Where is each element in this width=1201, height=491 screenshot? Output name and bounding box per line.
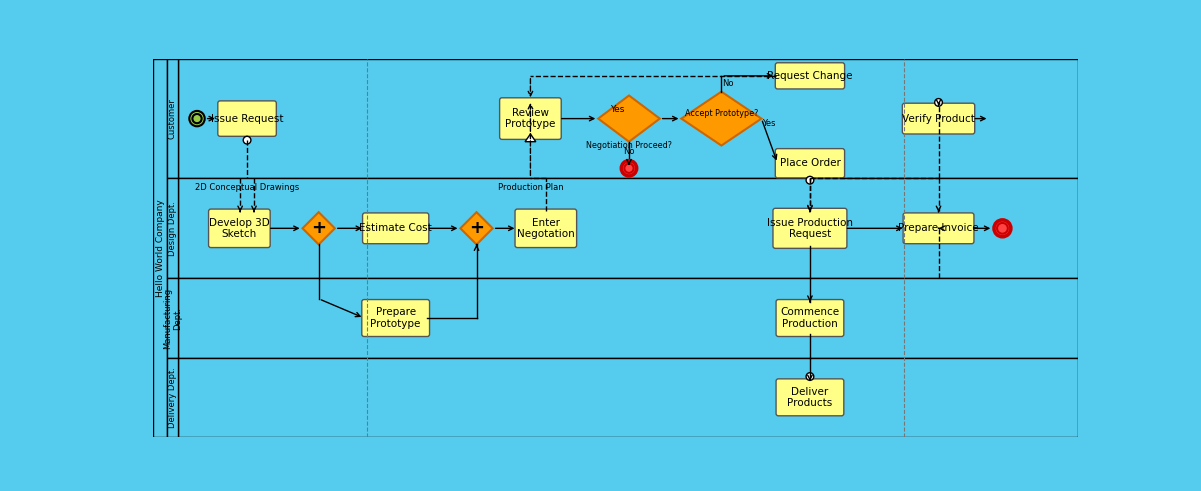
Circle shape bbox=[192, 114, 202, 123]
Text: +: + bbox=[311, 219, 327, 237]
Polygon shape bbox=[303, 212, 335, 245]
FancyBboxPatch shape bbox=[362, 300, 430, 336]
Text: Yes: Yes bbox=[610, 105, 625, 113]
FancyBboxPatch shape bbox=[209, 209, 270, 247]
FancyBboxPatch shape bbox=[776, 379, 844, 416]
Bar bbox=[178, 59, 1078, 178]
Polygon shape bbox=[525, 134, 536, 142]
Text: Design Dept.: Design Dept. bbox=[168, 201, 177, 256]
Polygon shape bbox=[681, 92, 761, 145]
Circle shape bbox=[244, 136, 251, 144]
Bar bbox=[178, 278, 1078, 357]
Bar bbox=[167, 357, 178, 437]
Polygon shape bbox=[460, 212, 492, 245]
Text: Request Change: Request Change bbox=[767, 71, 853, 81]
Text: Negotiation Proceed?: Negotiation Proceed? bbox=[586, 141, 673, 150]
FancyBboxPatch shape bbox=[776, 63, 844, 89]
Circle shape bbox=[806, 373, 814, 381]
Text: Manufacturing
Dept.: Manufacturing Dept. bbox=[162, 287, 183, 349]
Text: Review
Prototype: Review Prototype bbox=[506, 108, 556, 130]
FancyBboxPatch shape bbox=[776, 149, 844, 178]
Text: No: No bbox=[623, 147, 635, 156]
FancyBboxPatch shape bbox=[363, 213, 429, 244]
Text: Production Plan: Production Plan bbox=[497, 183, 563, 192]
Text: +: + bbox=[470, 219, 484, 237]
FancyBboxPatch shape bbox=[902, 103, 975, 134]
FancyBboxPatch shape bbox=[217, 101, 276, 136]
Bar bbox=[178, 178, 1078, 278]
Polygon shape bbox=[598, 95, 659, 142]
Text: Hello World Company: Hello World Company bbox=[156, 199, 165, 297]
Circle shape bbox=[934, 99, 943, 106]
Text: Yes: Yes bbox=[763, 119, 776, 128]
Text: Develop 3D
Sketch: Develop 3D Sketch bbox=[209, 218, 270, 239]
Bar bbox=[167, 178, 178, 278]
Text: 2D Conceptual Drawings: 2D Conceptual Drawings bbox=[195, 183, 299, 192]
FancyBboxPatch shape bbox=[515, 209, 576, 247]
Text: Delivery Dept.: Delivery Dept. bbox=[168, 367, 177, 428]
Circle shape bbox=[997, 223, 1008, 234]
Text: Prepare Invoice: Prepare Invoice bbox=[898, 223, 979, 233]
Text: Place Order: Place Order bbox=[779, 158, 841, 168]
Bar bbox=[178, 357, 1078, 437]
Text: Enter
Negotation: Enter Negotation bbox=[516, 218, 575, 239]
Text: Deliver
Products: Deliver Products bbox=[788, 386, 832, 408]
Circle shape bbox=[994, 220, 1011, 237]
Text: No: No bbox=[722, 79, 734, 88]
Text: Prepare
Prototype: Prepare Prototype bbox=[370, 307, 420, 329]
Bar bbox=[154, 59, 167, 437]
Bar bbox=[167, 59, 178, 178]
Circle shape bbox=[806, 176, 814, 184]
FancyBboxPatch shape bbox=[903, 213, 974, 244]
Circle shape bbox=[621, 161, 637, 176]
Bar bbox=[167, 278, 178, 357]
Circle shape bbox=[625, 164, 634, 173]
Text: Estimate Cost: Estimate Cost bbox=[359, 223, 432, 233]
Text: Commence
Production: Commence Production bbox=[781, 307, 839, 329]
FancyBboxPatch shape bbox=[500, 98, 561, 139]
Text: Issue Request: Issue Request bbox=[211, 113, 283, 124]
Circle shape bbox=[190, 111, 204, 126]
FancyBboxPatch shape bbox=[773, 208, 847, 248]
Text: Verify Product: Verify Product bbox=[902, 113, 975, 124]
Text: Customer: Customer bbox=[168, 98, 177, 139]
FancyBboxPatch shape bbox=[776, 300, 844, 336]
Text: Issue Production
Request: Issue Production Request bbox=[767, 218, 853, 239]
Text: Accept Prototype?: Accept Prototype? bbox=[685, 109, 758, 118]
